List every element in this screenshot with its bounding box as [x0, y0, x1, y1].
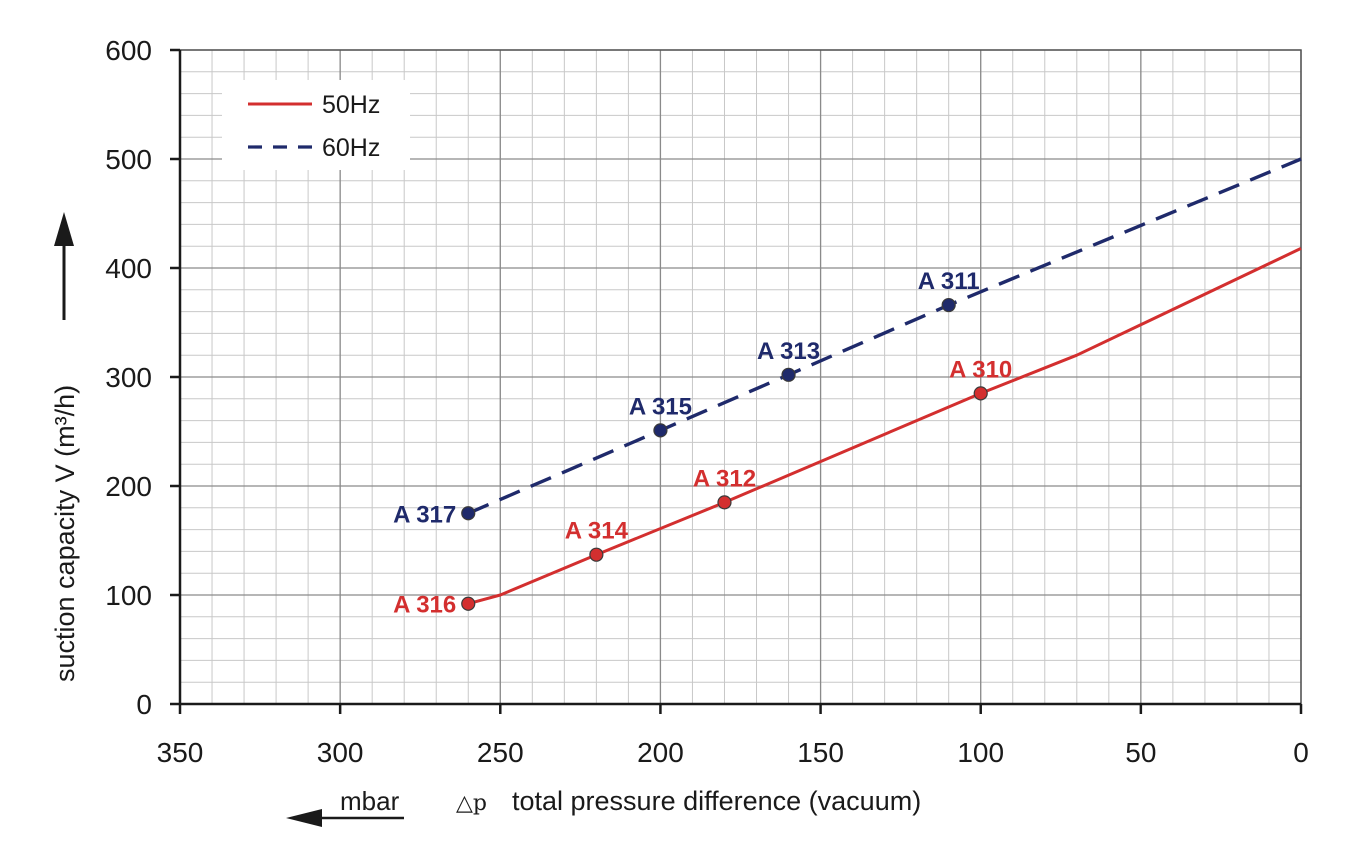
y-tick-label: 100: [105, 580, 152, 611]
data-point-60hz: [941, 297, 956, 313]
y-tick-label: 300: [105, 362, 152, 393]
legend-label-60hz: 60Hz: [322, 134, 380, 162]
data-label-50hz: A 314: [565, 518, 629, 545]
data-label-50hz: A 310: [949, 356, 1012, 383]
data-point-50hz: [589, 547, 604, 562]
data-label-60hz: A 313: [757, 338, 820, 365]
data-label-60hz: A 317: [393, 501, 456, 528]
x-tick-label: 0: [1293, 737, 1309, 768]
data-label-60hz: A 315: [629, 393, 692, 420]
x-axis-title: total pressure difference (vacuum): [512, 786, 921, 816]
y-tick-label: 0: [136, 689, 152, 720]
x-tick-label: 100: [957, 737, 1004, 768]
x-axis-delta-p-symbol: △p: [456, 791, 487, 816]
series-points: A 310 A 312 A 314 A 316 A 311 A 313 A 315 A 317: [393, 268, 1012, 619]
data-point-50hz: [973, 386, 988, 401]
x-tick-label: 350: [157, 737, 204, 768]
x-axis-title-group: mbar △p total pressure difference (vacuu…: [286, 786, 921, 827]
legend: 50Hz 60Hz: [222, 80, 410, 170]
x-axis-arrow-icon: [286, 809, 322, 827]
data-point-50hz: [461, 596, 476, 611]
x-axis-unit-label: mbar: [340, 786, 400, 816]
x-tick-label: 150: [797, 737, 844, 768]
y-axis-ticks: 0 100 200 300 400 500 600: [105, 35, 180, 720]
x-axis-ticks: 350 300 250 200 150 100 50 0: [157, 704, 1309, 768]
data-label-60hz: A 311: [918, 268, 980, 295]
x-tick-label: 50: [1125, 737, 1156, 768]
legend-label-50hz: 50Hz: [322, 91, 380, 119]
x-tick-label: 250: [477, 737, 524, 768]
legend-background: [222, 80, 410, 170]
data-point-50hz: [717, 495, 732, 510]
data-point-60hz: [781, 367, 796, 382]
data-point-60hz: [461, 506, 476, 521]
data-label-50hz: A 316: [393, 592, 456, 619]
y-tick-label: 200: [105, 471, 152, 502]
data-label-50hz: A 312: [693, 465, 756, 492]
y-axis-title-group: suction capacity V (m³/h): [50, 212, 80, 682]
y-tick-label: 600: [105, 35, 152, 66]
data-point-60hz: [653, 423, 668, 438]
x-tick-label: 300: [317, 737, 364, 768]
y-tick-label: 400: [105, 253, 152, 284]
x-tick-label: 200: [637, 737, 684, 768]
y-tick-label: 500: [105, 144, 152, 175]
y-axis-arrow-icon: [54, 212, 74, 246]
y-axis-title: suction capacity V (m³/h): [50, 385, 80, 682]
